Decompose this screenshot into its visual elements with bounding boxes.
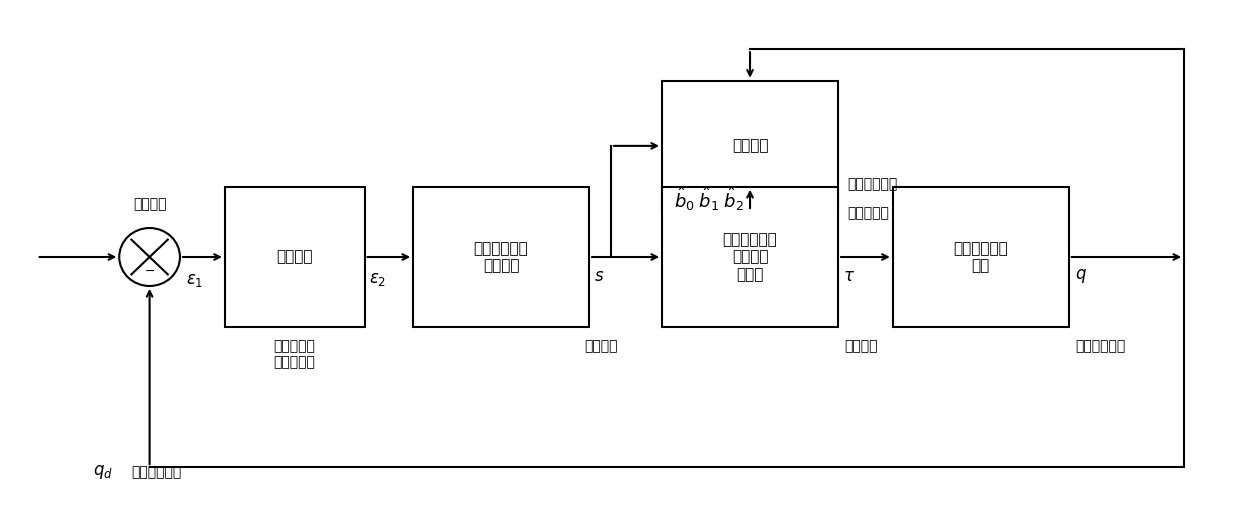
Text: 自适应律: 自适应律 bbox=[732, 138, 768, 153]
Text: 自适应非奇异
终端滑模
控制器: 自适应非奇异 终端滑模 控制器 bbox=[722, 232, 777, 282]
Text: $\varepsilon_1$: $\varepsilon_1$ bbox=[186, 271, 203, 289]
Text: $\hat{b}_0\;\hat{b}_1\;\hat{b}_2$: $\hat{b}_0\;\hat{b}_1\;\hat{b}_2$ bbox=[674, 185, 745, 213]
Text: $\varepsilon_2$: $\varepsilon_2$ bbox=[369, 270, 387, 288]
Bar bbox=[662, 81, 838, 211]
Text: 跨踪误差对
时间的导数: 跨踪误差对 时间的导数 bbox=[274, 339, 316, 370]
Bar bbox=[892, 187, 1069, 327]
Text: $\tau$: $\tau$ bbox=[843, 267, 855, 285]
Text: $q$: $q$ bbox=[1074, 267, 1087, 285]
Bar bbox=[662, 187, 838, 327]
Bar bbox=[413, 187, 589, 327]
Text: 新型非奇异终
端滑模面: 新型非奇异终 端滑模面 bbox=[473, 241, 529, 273]
Bar bbox=[224, 187, 364, 327]
Text: $q_d$: $q_d$ bbox=[93, 463, 113, 481]
Text: 微分环节: 微分环节 bbox=[276, 249, 313, 265]
Text: 集中扰动上界: 集中扰动上界 bbox=[847, 177, 898, 192]
Text: 参数估计値: 参数估计値 bbox=[847, 207, 890, 221]
Text: 控制力矩: 控制力矩 bbox=[844, 339, 877, 353]
Text: −: − bbox=[145, 265, 155, 278]
Text: 实际关节角度: 实际关节角度 bbox=[1074, 339, 1125, 353]
Text: 滑模变量: 滑模变量 bbox=[585, 339, 618, 353]
Text: 机械臂动力学
模型: 机械臂动力学 模型 bbox=[953, 241, 1009, 273]
Text: $s$: $s$ bbox=[593, 267, 605, 285]
Text: 跨踪误差: 跨踪误差 bbox=[133, 197, 166, 211]
Text: 期望关节角度: 期望关节角度 bbox=[131, 465, 182, 479]
